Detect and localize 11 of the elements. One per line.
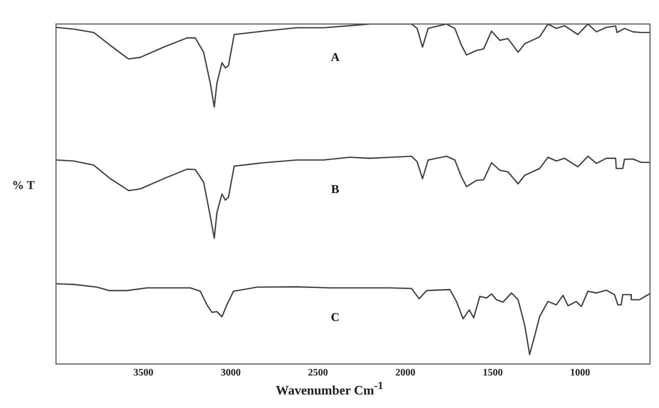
series-label: B [331, 182, 340, 196]
x-tick-label: 2000 [395, 368, 416, 379]
x-axis-title: Wavenumber Cm$^{-1}$ [274, 380, 384, 398]
series-label: A [330, 50, 340, 64]
x-tick-label: 1000 [570, 368, 590, 379]
x-tick-label: 3500 [133, 368, 154, 379]
x-tick-label: 1500 [482, 368, 503, 379]
x-tick-label: 2500 [308, 368, 328, 379]
x-tick-label: 3000 [220, 368, 241, 379]
y-axis-title: % T [12, 178, 35, 193]
series-label: C [330, 310, 340, 324]
